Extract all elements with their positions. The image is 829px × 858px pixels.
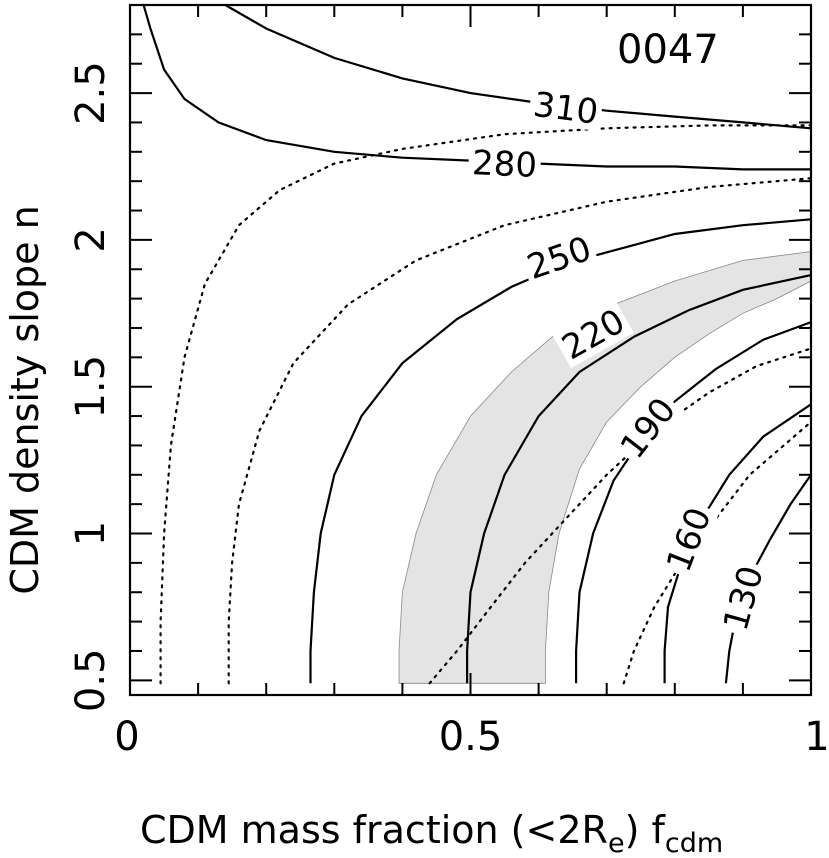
contour-label-bg [467, 143, 542, 185]
contour-line-250 [309, 218, 812, 684]
contour-label-bg [657, 498, 720, 580]
contour-label-text: 160 [659, 502, 720, 577]
ticks-layer [130, 5, 812, 695]
contour-line-190 [575, 321, 812, 684]
y-tick-label: 1.5 [68, 355, 114, 419]
contour-label-250: 250 [518, 227, 600, 288]
x-tick-label: 0 [114, 714, 139, 760]
y-tick-label: 1 [68, 521, 114, 546]
dotted-contour-10 [622, 420, 813, 685]
contour-label-bg [714, 558, 771, 638]
contour-label-bg [552, 299, 634, 369]
tick-labels-layer: 0 0.5 10.511.522.5 [68, 61, 829, 760]
y-tick-label: 0.5 [68, 648, 114, 712]
x-tick-label: 0.5 [439, 714, 503, 760]
dotted-contour-7 [159, 124, 813, 685]
contour-label-text: 130 [716, 562, 772, 635]
contour-line-280 [142, 4, 811, 171]
x-tick-label: 1 [804, 714, 829, 760]
contour-label-280: 280 [467, 143, 542, 186]
dotted-contour-9 [428, 347, 813, 685]
y-axis-title: CDM density slope n [3, 205, 47, 594]
y-tick-label: 2 [68, 227, 114, 252]
contour-label-310: 310 [527, 84, 604, 133]
chart-title: 0047 [617, 27, 719, 73]
contour-label-text: 250 [522, 229, 596, 288]
x-axis-title: CDM mass fraction (<2Re) fcdm [140, 808, 723, 858]
contour-label-text: 310 [531, 85, 601, 133]
contour-line-310 [224, 4, 812, 130]
x-axis-title-subscript-cdm: cdm [665, 828, 723, 858]
contour-label-text: 280 [471, 143, 538, 186]
x-axis-title-subscript-e: e [608, 828, 625, 858]
contour-line-220 [466, 274, 812, 684]
x-axis-title-tail: ) f [625, 808, 667, 852]
contour-label-160: 160 [657, 498, 720, 580]
contour-label-bg [527, 84, 604, 132]
contour-label-bg [610, 387, 685, 468]
x-axis-title-main: CDM mass fraction (<2R [140, 808, 608, 852]
contour-label-bg [518, 227, 600, 288]
contour-lines-layer [142, 4, 813, 685]
y-tick-label: 2.5 [68, 61, 114, 125]
contour-label-130: 130 [714, 558, 772, 638]
